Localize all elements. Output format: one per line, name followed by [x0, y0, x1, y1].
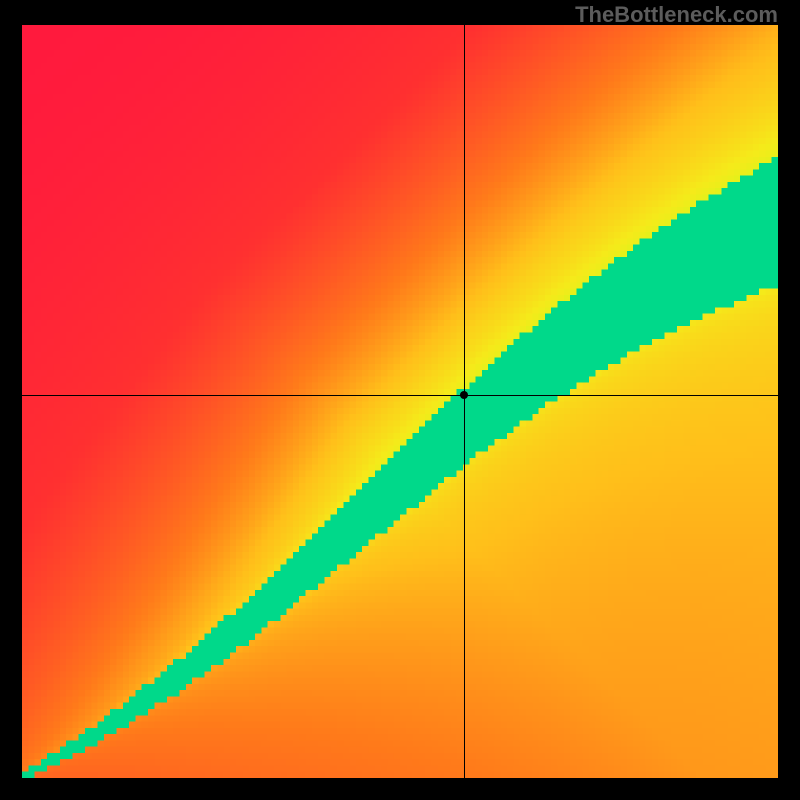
chart-container: TheBottleneck.com [0, 0, 800, 800]
watermark-text: TheBottleneck.com [575, 2, 778, 28]
bottleneck-heatmap [22, 25, 778, 778]
crosshair-horizontal [22, 395, 778, 396]
crosshair-vertical [464, 25, 465, 778]
